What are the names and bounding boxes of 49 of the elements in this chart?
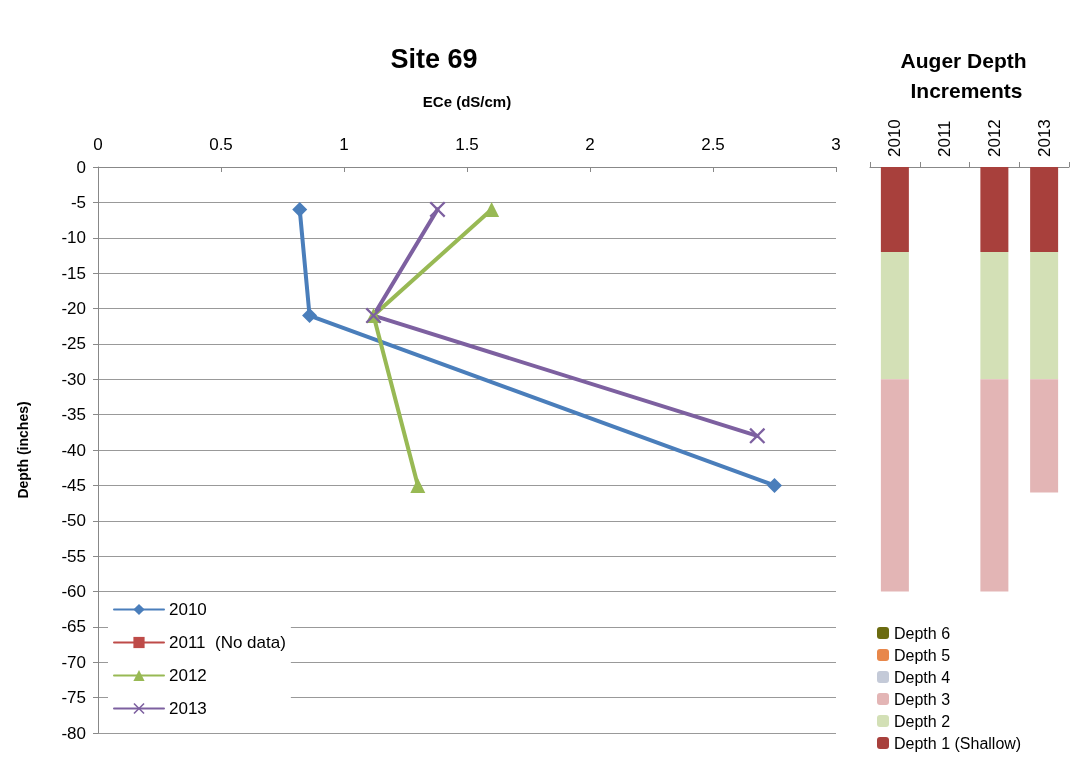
y-tick-label: -45: [61, 475, 86, 495]
y-tick-label: -50: [61, 511, 86, 531]
y-tick-label: -80: [61, 723, 86, 743]
y-tick-label: -40: [61, 440, 86, 460]
legend-label: Depth 5: [894, 646, 951, 664]
y-tick-label: -15: [61, 263, 86, 283]
point: [302, 308, 318, 324]
x-axis-title: ECe (dS/cm): [422, 93, 512, 110]
legend-label: 2011 (No data): [169, 633, 286, 652]
x-tick-label: 2: [585, 135, 595, 154]
x-tick-label: 2012: [984, 119, 1004, 157]
legend-label: 2010: [169, 600, 207, 619]
x-tick-label: 2011: [935, 120, 955, 157]
legend-label: 2012: [169, 666, 207, 685]
y-tick-label: -60: [61, 582, 86, 601]
x-tick-label: 1.5: [455, 135, 479, 154]
y-tick-label: -5: [70, 192, 86, 212]
point: [749, 427, 766, 444]
y-tick-label: -55: [61, 546, 86, 566]
y-tick-label: -10: [61, 228, 86, 248]
chart-title: Auger Depth Increments: [900, 48, 1033, 102]
x-tick-label: 2013: [1034, 119, 1054, 157]
y-tick-label: -30: [61, 369, 86, 389]
chart-title: Site 69: [390, 43, 478, 74]
point: [410, 477, 426, 493]
y-axis-title: Depth (inches): [15, 401, 31, 499]
y-tick-label: -35: [61, 405, 86, 425]
y-tick-label: 0: [76, 157, 86, 177]
y-tick-label: -70: [61, 652, 86, 672]
x-tick-label: 2.5: [701, 135, 725, 154]
y-tick-label: -75: [61, 688, 86, 708]
x-tick-label: 0.5: [209, 135, 233, 154]
x-tick-label: 3: [831, 135, 841, 154]
point: [292, 201, 308, 217]
legend-label: 2013: [169, 699, 207, 718]
x-tick-label: 2010: [885, 119, 905, 157]
y-tick-label: -20: [61, 299, 86, 318]
legend-label: Depth 6: [894, 624, 951, 642]
x-tick-label: 0: [93, 135, 103, 154]
legend-label: Depth 3: [894, 690, 951, 708]
x-tick-label: 1: [339, 135, 349, 154]
legend-label: Depth 4: [894, 668, 951, 686]
y-tick-label: -25: [61, 334, 86, 354]
legend-label: Depth 2: [894, 712, 951, 730]
point: [767, 477, 782, 493]
point: [429, 201, 446, 218]
legend-label: Depth 1 (Shallow): [894, 734, 1022, 752]
point: [484, 201, 500, 217]
y-tick-label: -65: [61, 617, 86, 637]
